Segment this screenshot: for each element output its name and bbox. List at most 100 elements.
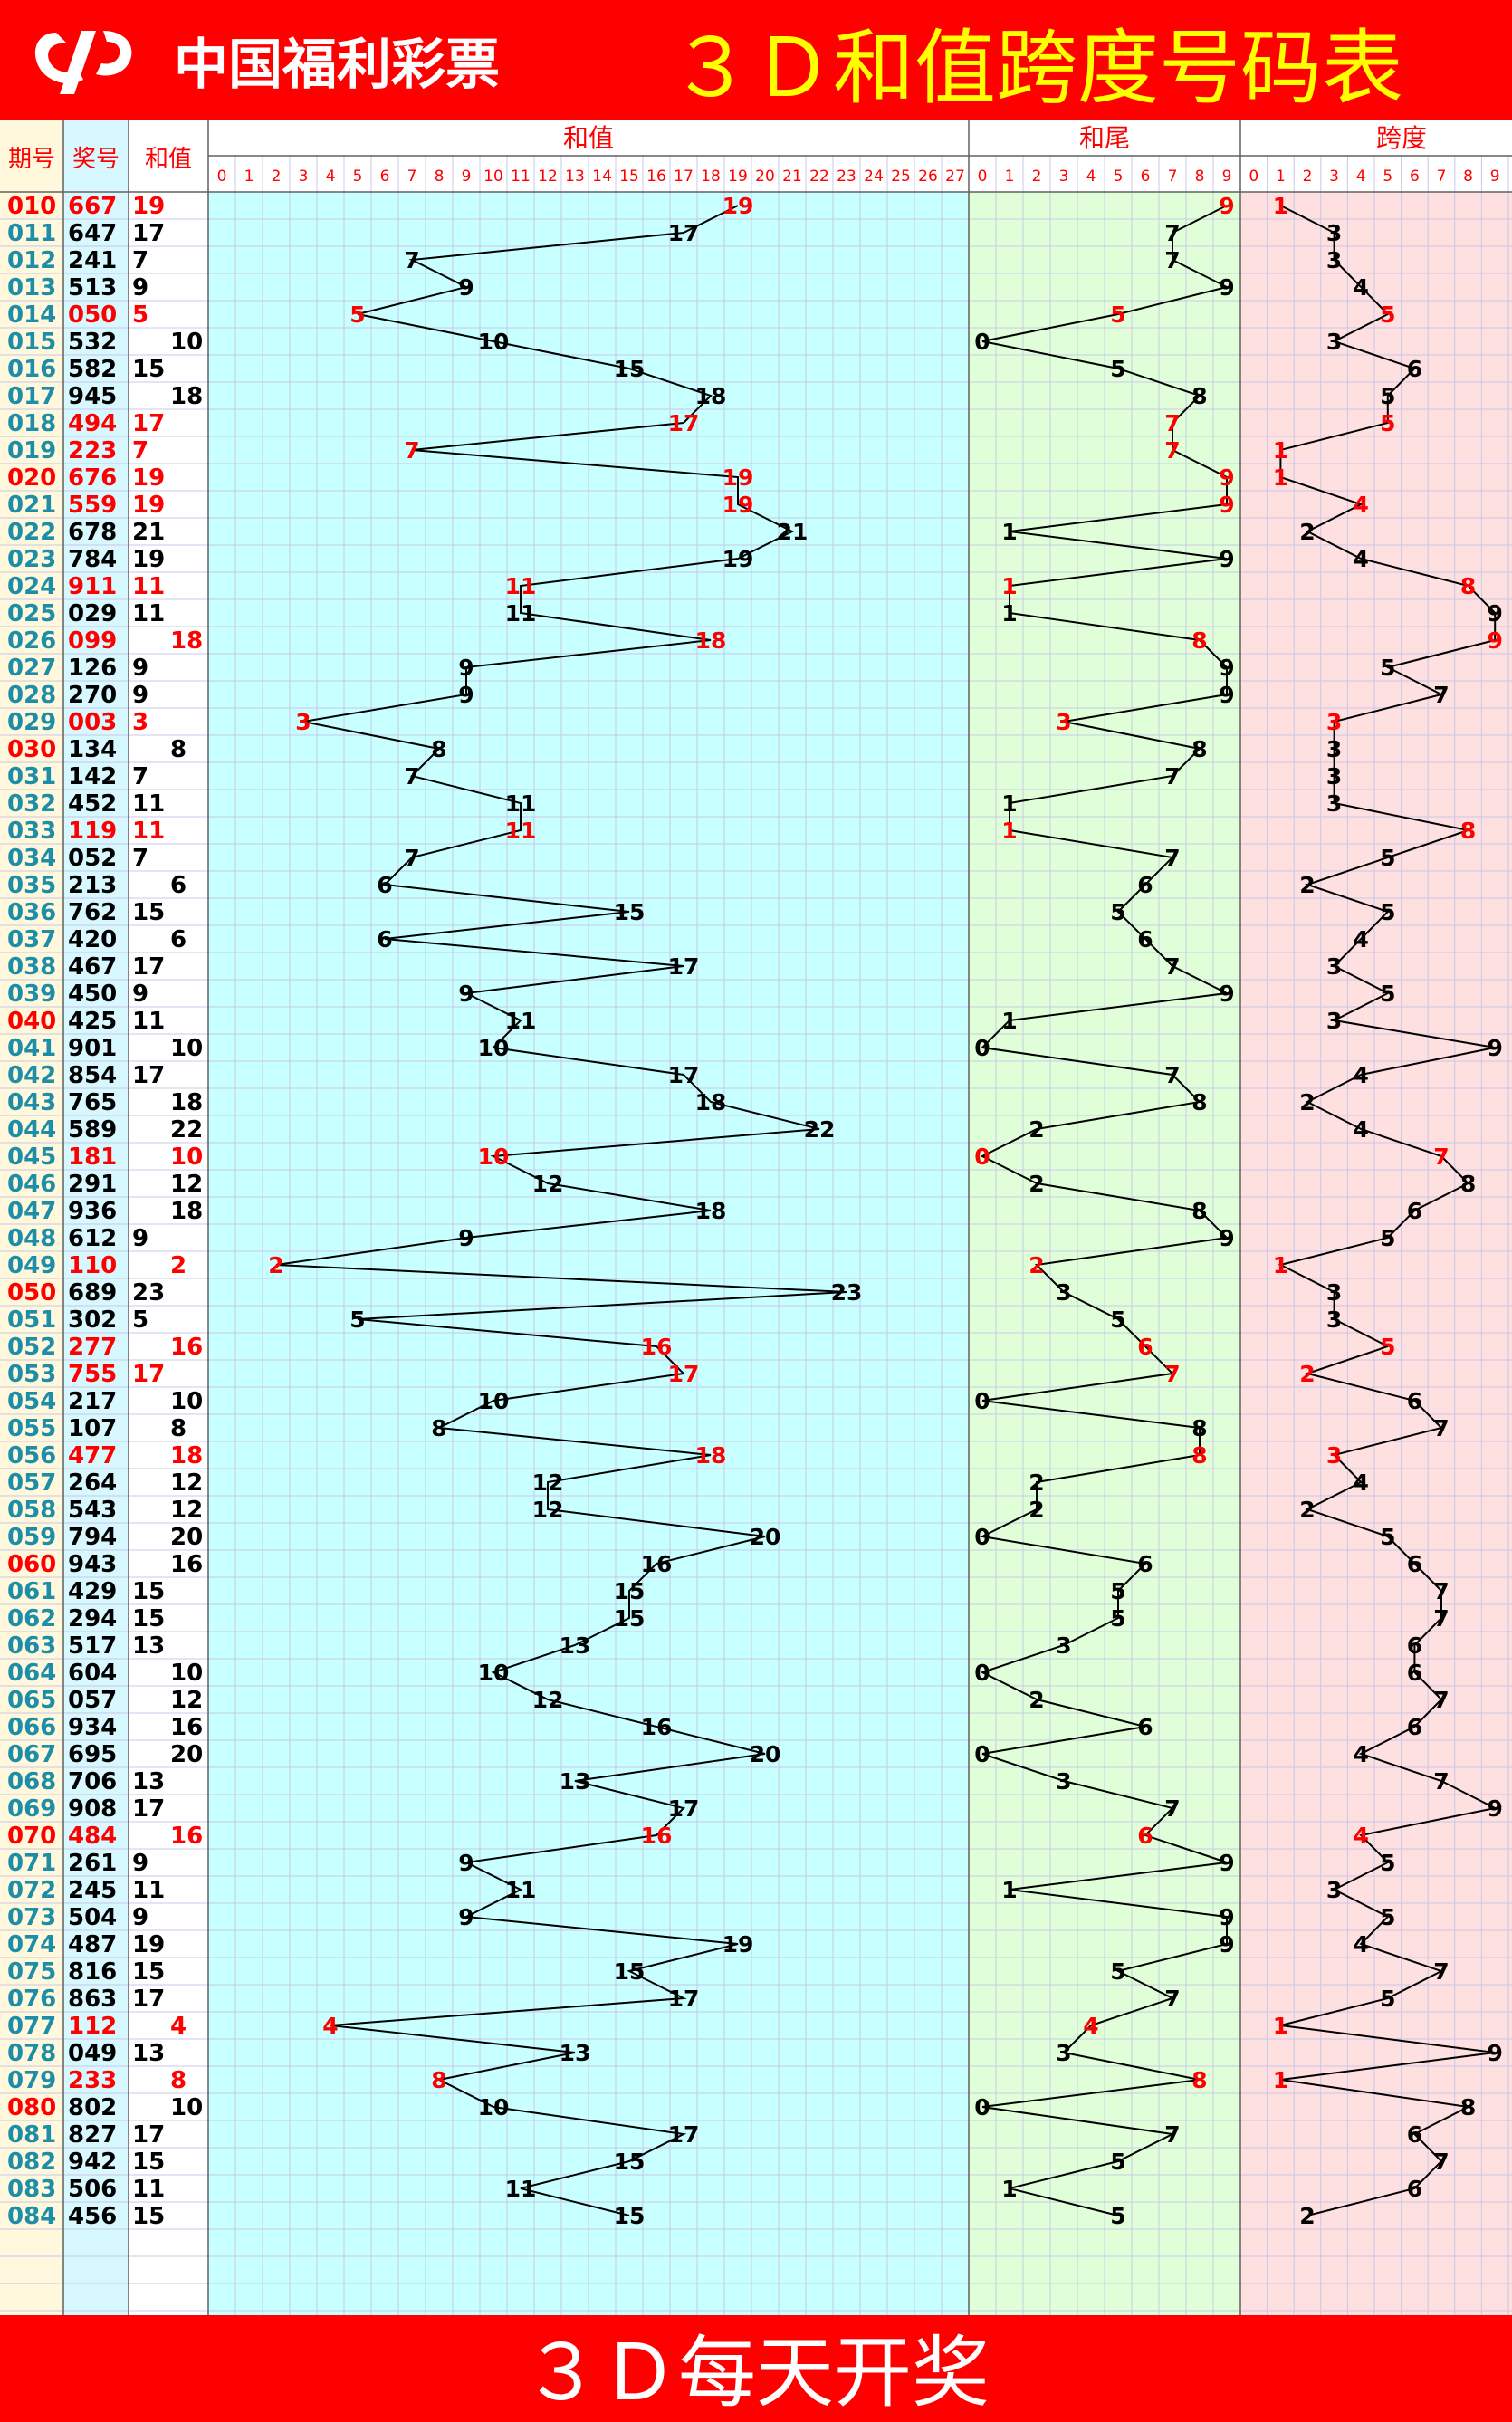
table-row: 054 217 10 (7, 1388, 203, 1415)
table-row: 018 494 17 (7, 410, 165, 437)
sum-point: 20 (750, 1524, 781, 1550)
table-row: 052 277 16 (7, 1334, 203, 1361)
sum-point: 9 (458, 1850, 474, 1876)
table-row: 043 765 18 (7, 1089, 203, 1116)
number-cell: 706 (68, 1768, 117, 1795)
sum-trend-line (275, 205, 847, 2216)
table-row: 015 532 10 (7, 329, 203, 356)
number-cell: 765 (68, 1089, 117, 1116)
number-cell: 126 (68, 655, 117, 682)
span-point: 8 (1460, 818, 1476, 844)
sum-axis-tick: 4 (326, 168, 336, 186)
span-point: 5 (1380, 1904, 1395, 1930)
period-cell: 066 (7, 1714, 56, 1741)
period-cell: 060 (7, 1551, 56, 1578)
table-row: 080 802 10 (7, 2094, 203, 2121)
tail-point: 8 (1191, 1442, 1207, 1469)
tail-point: 3 (1056, 2040, 1071, 2066)
number-cell: 504 (68, 1904, 117, 1931)
number-cell: 676 (68, 464, 117, 492)
sum-point: 18 (695, 383, 727, 409)
span-point: 3 (1326, 736, 1342, 762)
sum-cell: 3 (132, 709, 148, 736)
tail-axis-tick: 3 (1059, 168, 1069, 186)
table-row: 076 863 17 (7, 1986, 165, 2013)
sum-cell: 10 (170, 329, 203, 356)
sum-axis-tick: 21 (782, 168, 802, 186)
span-point: 3 (1326, 220, 1342, 246)
tail-point: 2 (1029, 1171, 1044, 1197)
number-cell: 425 (68, 1008, 117, 1035)
table-row: 020 676 19 (7, 464, 165, 492)
sum-cell: 10 (170, 1388, 203, 1415)
sum-point: 18 (695, 1442, 727, 1469)
sum-axis-tick: 20 (755, 168, 775, 186)
sum-point: 18 (695, 1198, 727, 1224)
sum-point: 18 (695, 627, 727, 654)
sum-point: 23 (831, 1279, 863, 1306)
period-cell: 072 (7, 1877, 56, 1904)
period-cell: 061 (7, 1578, 56, 1605)
tail-point: 3 (1056, 1768, 1071, 1795)
sum-cell: 9 (132, 1225, 148, 1252)
period-cell: 062 (7, 1605, 56, 1632)
tail-point: 1 (1001, 1877, 1017, 1903)
tail-point: 9 (1219, 1904, 1234, 1930)
span-point: 9 (1487, 627, 1502, 654)
sum-axis-tick: 3 (299, 168, 309, 186)
sum-cell: 9 (132, 682, 148, 709)
sum-point: 8 (431, 2067, 446, 2093)
number-cell: 936 (68, 1198, 117, 1225)
sum-point: 17 (668, 1986, 700, 2012)
span-point: 5 (1380, 302, 1395, 328)
table-row: 082 942 15 (7, 2149, 165, 2176)
sum-cell: 11 (132, 2176, 165, 2203)
span-axis-tick: 9 (1490, 168, 1500, 186)
span-point: 1 (1273, 2013, 1288, 2039)
tail-point: 8 (1191, 1415, 1207, 1441)
number-cell: 762 (68, 899, 117, 926)
tail-point: 2 (1029, 1116, 1044, 1143)
sum-point: 11 (505, 1877, 537, 1903)
table-row: 084 456 15 (7, 2203, 165, 2230)
number-cell: 099 (68, 627, 117, 655)
span-point: 5 (1380, 845, 1395, 871)
number-cell: 049 (68, 2040, 117, 2067)
number-cell: 134 (68, 736, 117, 763)
table-row: 050 689 23 (7, 1279, 165, 1307)
sum-cell: 10 (170, 1660, 203, 1687)
span-point: 4 (1353, 926, 1368, 953)
span-point: 3 (1326, 709, 1342, 735)
sum-point: 4 (322, 2013, 338, 2039)
sum-cell: 18 (170, 1442, 203, 1469)
number-cell: 291 (68, 1171, 117, 1198)
sum-point: 19 (723, 1931, 754, 1958)
table-row: 066 934 16 (7, 1714, 203, 1741)
sum-cell: 17 (132, 220, 165, 247)
span-axis-tick: 8 (1463, 168, 1473, 186)
period-cell: 023 (7, 546, 56, 573)
sum-axis-tick: 22 (809, 168, 829, 186)
span-axis-tick: 3 (1329, 168, 1339, 186)
span-point: 1 (1273, 437, 1288, 464)
period-cell: 032 (7, 790, 56, 818)
number-column-bg (63, 120, 129, 2315)
tail-axis-tick: 0 (978, 168, 988, 186)
number-cell: 452 (68, 790, 117, 818)
period-cell: 056 (7, 1442, 56, 1469)
sum-point: 11 (505, 573, 537, 599)
tail-point: 6 (1137, 1714, 1153, 1740)
sum-point: 7 (404, 437, 419, 464)
table-row: 064 604 10 (7, 1660, 203, 1687)
tail-point: 8 (1191, 627, 1207, 654)
sum-point: 12 (532, 1687, 564, 1713)
number-cell: 142 (68, 763, 117, 790)
tail-point: 2 (1029, 1497, 1044, 1523)
tail-axis-tick: 7 (1168, 168, 1178, 186)
span-point: 6 (1407, 1388, 1422, 1414)
sum-cell: 12 (170, 1171, 203, 1198)
header-banner: 中国福利彩票 ３Ｄ和值跨度号码表 (0, 0, 1512, 120)
sum-cell: 17 (132, 2121, 165, 2149)
sum-cell: 22 (170, 1116, 203, 1144)
